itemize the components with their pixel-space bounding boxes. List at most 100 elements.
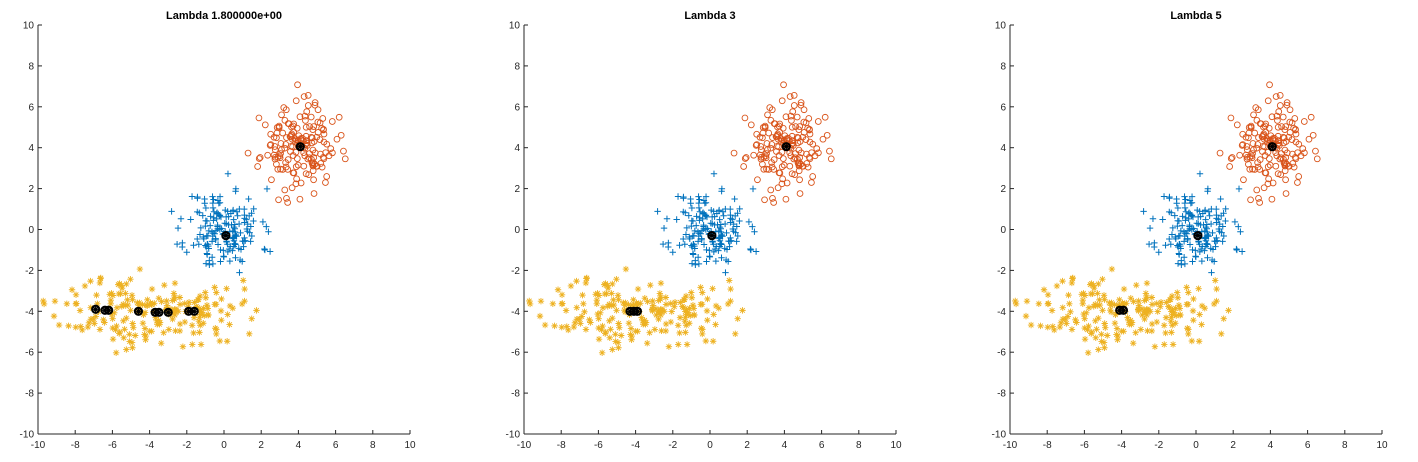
- data-point: [96, 279, 104, 287]
- data-point: [606, 317, 613, 325]
- data-point: [224, 248, 232, 256]
- data-point: [1254, 163, 1262, 171]
- data-point: [1127, 317, 1134, 324]
- x-tick-label: 6: [333, 440, 339, 451]
- data-point: [1137, 326, 1145, 333]
- data-point: [263, 223, 270, 230]
- data-point: [111, 309, 118, 317]
- data-point: [1151, 343, 1159, 350]
- data-point: [1228, 154, 1236, 161]
- data-point: [691, 227, 699, 235]
- data-point: [690, 241, 697, 248]
- data-point: [662, 301, 670, 308]
- data-point: [1235, 223, 1242, 230]
- data-point: [683, 224, 691, 232]
- data-point: [113, 304, 121, 311]
- data-point: [671, 303, 678, 310]
- data-point: [1178, 257, 1185, 264]
- x-tick-label: -4: [145, 440, 154, 451]
- data-point: [1280, 134, 1288, 142]
- data-point: [87, 315, 94, 323]
- data-point: [175, 308, 182, 315]
- data-point: [1088, 328, 1095, 336]
- data-point: [614, 339, 622, 346]
- data-point: [1128, 321, 1135, 328]
- data-point: [1220, 315, 1227, 322]
- data-point: [1176, 312, 1184, 319]
- data-point: [565, 326, 572, 334]
- data-point: [283, 194, 290, 202]
- y-tick-label: -10: [992, 430, 1007, 441]
- data-point: [793, 113, 801, 121]
- centroid-marker: [133, 306, 144, 316]
- data-point: [609, 280, 616, 288]
- x-tick-label: 2: [1230, 440, 1236, 451]
- data-point: [759, 124, 767, 131]
- data-point: [221, 220, 228, 227]
- data-point: [163, 302, 171, 309]
- data-point: [160, 329, 167, 336]
- data-point: [826, 147, 833, 155]
- data-point: [1160, 322, 1168, 329]
- data-point: [308, 134, 316, 142]
- data-point: [747, 121, 755, 129]
- y-tick-label: -8: [25, 389, 34, 400]
- data-point: [1168, 329, 1175, 336]
- data-point: [179, 343, 187, 350]
- data-point: [1064, 313, 1071, 320]
- data-point: [628, 332, 636, 340]
- data-point: [1107, 308, 1115, 316]
- data-point: [1207, 245, 1214, 252]
- data-point: [680, 235, 687, 243]
- x-tick-label: -10: [517, 440, 532, 451]
- data-point: [217, 307, 225, 315]
- data-point: [136, 299, 143, 306]
- data-point: [1085, 304, 1093, 311]
- data-point: [1108, 265, 1116, 273]
- data-point: [608, 302, 615, 309]
- data-point: [273, 134, 280, 142]
- data-point: [1245, 160, 1252, 168]
- data-point: [787, 112, 795, 120]
- data-point: [1185, 330, 1192, 338]
- data-point: [692, 222, 700, 229]
- data-point: [292, 97, 300, 105]
- data-point: [288, 136, 296, 143]
- data-point: [1289, 160, 1297, 167]
- centroid-star: [782, 143, 790, 151]
- y-tick-label: -6: [511, 348, 520, 359]
- data-point: [1056, 323, 1064, 331]
- data-point: [1037, 322, 1044, 330]
- data-point: [1101, 344, 1108, 351]
- data-point: [606, 334, 613, 342]
- data-point: [642, 319, 650, 326]
- data-point: [1186, 241, 1194, 248]
- data-point: [1088, 330, 1095, 337]
- data-point: [1283, 99, 1291, 106]
- data-point: [188, 322, 196, 329]
- data-point: [786, 93, 794, 100]
- data-point: [1251, 129, 1259, 137]
- data-point: [655, 309, 663, 316]
- data-point: [797, 101, 805, 109]
- data-point: [761, 196, 768, 204]
- data-point: [1227, 114, 1235, 122]
- data-point: [653, 311, 660, 319]
- data-point: [1249, 140, 1257, 147]
- data-point: [241, 297, 248, 305]
- scatter-series: [168, 170, 274, 276]
- data-point: [1101, 320, 1108, 327]
- data-point: [682, 308, 689, 315]
- data-point: [230, 243, 237, 250]
- data-point: [1237, 228, 1244, 235]
- scatter-series: [1012, 265, 1232, 356]
- data-point: [277, 140, 285, 147]
- data-point: [1079, 296, 1087, 304]
- data-point: [293, 175, 300, 183]
- data-point: [206, 222, 214, 229]
- data-point: [63, 300, 71, 308]
- data-point: [821, 113, 829, 121]
- data-point: [261, 121, 269, 129]
- data-point: [1213, 215, 1220, 222]
